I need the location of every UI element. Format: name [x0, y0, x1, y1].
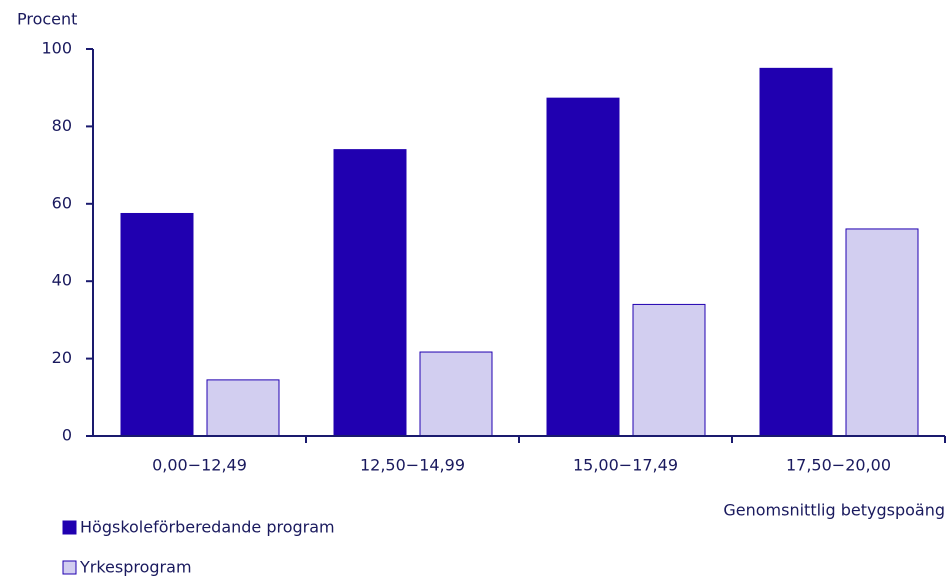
bar [120, 212, 194, 437]
y-tick-label: 0 [62, 426, 72, 445]
y-tick-label: 100 [41, 39, 72, 58]
legend-label: Högskoleförberedande program [80, 518, 335, 537]
y-tick-label: 80 [52, 116, 72, 135]
bar [419, 351, 493, 437]
y-tick-label: 60 [52, 193, 72, 212]
y-axis-label: Procent [17, 10, 77, 29]
x-tick-label: 12,50−14,99 [360, 456, 465, 475]
bar [845, 228, 919, 437]
x-tick-label: 17,50−20,00 [786, 456, 891, 475]
bar [546, 97, 620, 437]
y-tick-label: 20 [52, 348, 72, 367]
x-tick-label: 15,00−17,49 [573, 456, 678, 475]
x-tick-label: 0,00−12,49 [152, 456, 247, 475]
legend-label: Yrkesprogram [79, 558, 192, 577]
legend-swatch [62, 520, 77, 535]
bar [632, 303, 706, 437]
y-tick-label: 40 [52, 271, 72, 290]
bar [333, 149, 407, 437]
legend-swatch [62, 560, 77, 575]
bar [206, 379, 280, 437]
x-axis-label: Genomsnittlig betygspoäng [723, 501, 945, 520]
bar [759, 67, 833, 437]
